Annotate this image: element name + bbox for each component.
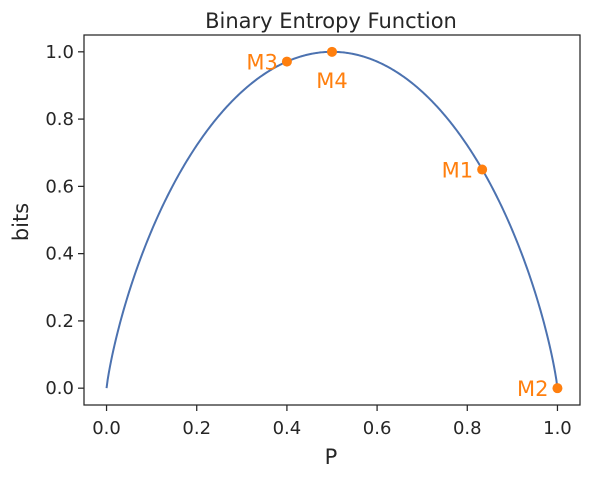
y-tick-label: 0.6	[45, 176, 74, 197]
axis-ticks: 0.0 0.2 0.4 0.6 0.8 1.0 0.0 0.2 0.4 0.6 0.8 1.0	[45, 42, 571, 439]
point-m3	[281, 56, 292, 67]
plot-area: M1 M2 M3 M4	[83, 34, 581, 406]
point-m2	[552, 383, 563, 394]
point-m1	[477, 164, 488, 175]
y-tick-label: 0.8	[45, 109, 74, 130]
x-tick-label: 0.6	[363, 418, 392, 439]
point-label-m4: M4	[316, 69, 347, 93]
axes-frame	[83, 34, 581, 406]
y-tick-label: 1.0	[45, 42, 74, 63]
x-tick-label: 0.8	[453, 418, 482, 439]
chart-title: Binary Entropy Function	[205, 9, 457, 33]
point-label-m3: M3	[246, 51, 277, 75]
x-axis-label: P	[325, 445, 338, 469]
y-tick-label: 0.4	[45, 244, 74, 265]
point-label-m1: M1	[442, 159, 473, 183]
point-label-m2: M2	[517, 377, 548, 401]
x-tick-label: 0.4	[273, 418, 302, 439]
x-tick-label: 1.0	[543, 418, 572, 439]
y-tick-label: 0.2	[45, 311, 74, 332]
x-tick-label: 0.0	[92, 418, 121, 439]
y-axis-label: bits	[9, 203, 33, 241]
point-m4	[327, 46, 337, 57]
x-tick-label: 0.2	[182, 418, 211, 439]
entropy-curve	[105, 50, 559, 389]
y-tick-label: 0.0	[45, 378, 74, 399]
